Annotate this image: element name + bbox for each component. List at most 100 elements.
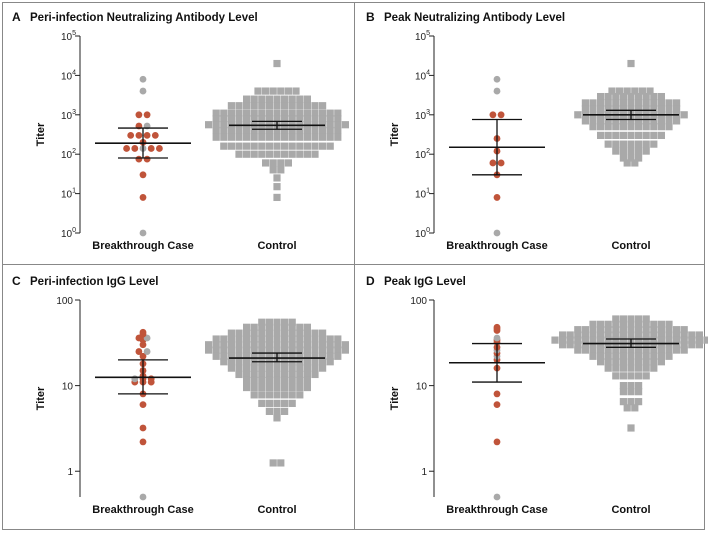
control-point bbox=[619, 140, 627, 148]
control-point bbox=[627, 364, 635, 372]
control-point bbox=[635, 341, 643, 349]
control-point bbox=[296, 102, 304, 110]
control-point bbox=[635, 315, 643, 323]
control-point bbox=[273, 193, 281, 202]
control-point bbox=[281, 364, 289, 372]
control-point bbox=[288, 150, 296, 158]
control-point bbox=[619, 147, 627, 155]
panel-a: A Peri-infection Neutralizing Antibody Le… bbox=[12, 10, 349, 252]
control-point bbox=[311, 346, 319, 354]
control-point bbox=[581, 99, 589, 107]
control-point bbox=[262, 159, 270, 167]
control-point bbox=[250, 341, 258, 349]
control-point bbox=[281, 391, 289, 399]
control-point bbox=[258, 352, 266, 360]
control-point bbox=[235, 109, 243, 117]
y-axis-label: Titer bbox=[389, 122, 401, 146]
control-point bbox=[665, 326, 673, 334]
case-point bbox=[493, 438, 501, 446]
control-point bbox=[296, 391, 304, 399]
control-point bbox=[296, 341, 304, 349]
control-point bbox=[296, 142, 304, 150]
control-point bbox=[250, 102, 258, 110]
control-point bbox=[627, 315, 635, 323]
control-point bbox=[657, 123, 665, 131]
control-point bbox=[642, 105, 650, 113]
control-point bbox=[604, 320, 612, 328]
control-point bbox=[650, 320, 658, 328]
control-point bbox=[589, 123, 597, 131]
control-point bbox=[319, 335, 327, 343]
control-point bbox=[227, 126, 235, 135]
control-point bbox=[265, 352, 273, 360]
control-point bbox=[597, 117, 605, 125]
control-point bbox=[604, 105, 612, 113]
control-point bbox=[635, 105, 643, 113]
case-point bbox=[493, 229, 501, 237]
control-point bbox=[635, 154, 643, 162]
control-point bbox=[288, 329, 296, 337]
control-point bbox=[250, 142, 258, 150]
control-point bbox=[235, 352, 243, 360]
control-point bbox=[288, 370, 296, 379]
control-point bbox=[688, 341, 696, 349]
control-point bbox=[273, 318, 281, 326]
control-point bbox=[319, 358, 327, 366]
control-point bbox=[341, 121, 349, 129]
control-point bbox=[296, 133, 304, 141]
control-point bbox=[319, 352, 327, 360]
control-point bbox=[243, 376, 251, 385]
control-point bbox=[250, 323, 258, 331]
control-point bbox=[635, 364, 643, 372]
control-point bbox=[574, 111, 582, 119]
control-point bbox=[281, 109, 289, 117]
case-point bbox=[135, 348, 143, 355]
control-point bbox=[673, 336, 681, 344]
y-tick-label: 100 bbox=[61, 227, 76, 240]
control-point bbox=[604, 358, 612, 366]
case-point bbox=[143, 111, 151, 119]
control-point bbox=[319, 102, 327, 110]
control-point bbox=[235, 126, 243, 135]
panel-title: Peak IgG Level bbox=[384, 276, 466, 288]
control-point bbox=[657, 117, 665, 125]
control-point bbox=[642, 147, 650, 155]
control-point bbox=[281, 341, 289, 349]
control-point bbox=[642, 99, 650, 107]
control-point bbox=[258, 115, 266, 123]
control-point bbox=[665, 352, 673, 360]
y-tick-label: 100 bbox=[415, 227, 430, 240]
control-point bbox=[243, 142, 251, 150]
control-point bbox=[250, 335, 258, 343]
x-category-label: Control bbox=[257, 504, 296, 516]
case-point bbox=[489, 111, 497, 119]
case-point bbox=[139, 87, 147, 95]
control-point bbox=[326, 126, 334, 135]
control-point bbox=[258, 329, 266, 337]
control-point bbox=[574, 336, 582, 344]
control-point bbox=[589, 326, 597, 334]
control-point bbox=[288, 126, 296, 135]
control-point bbox=[597, 352, 605, 360]
control-point bbox=[612, 352, 620, 360]
control-point bbox=[281, 133, 289, 141]
control-point bbox=[673, 326, 681, 334]
control-point bbox=[235, 341, 243, 349]
control-point bbox=[284, 87, 292, 95]
control-point bbox=[680, 326, 688, 334]
control-point bbox=[589, 341, 597, 349]
control-point bbox=[326, 121, 334, 129]
case-point bbox=[147, 145, 155, 152]
control-point bbox=[623, 159, 631, 167]
control-point bbox=[604, 346, 612, 354]
control-point bbox=[311, 329, 319, 337]
control-point bbox=[627, 372, 635, 380]
case-point bbox=[147, 375, 155, 383]
control-point bbox=[303, 370, 311, 379]
control-point bbox=[642, 320, 650, 328]
control-point bbox=[227, 358, 235, 366]
case-point bbox=[151, 132, 159, 139]
control-point bbox=[281, 352, 289, 360]
